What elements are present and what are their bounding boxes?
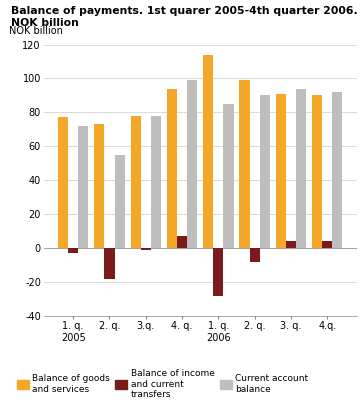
Bar xyxy=(94,124,104,248)
Bar xyxy=(151,116,161,248)
Bar xyxy=(286,241,296,248)
Bar xyxy=(68,248,78,253)
Bar xyxy=(312,96,322,248)
Bar xyxy=(296,89,306,248)
Text: NOK billion: NOK billion xyxy=(11,18,79,28)
Bar xyxy=(187,80,197,248)
Bar xyxy=(240,80,250,248)
Bar xyxy=(322,241,332,248)
Text: NOK billion: NOK billion xyxy=(9,26,63,36)
Bar xyxy=(276,94,286,248)
Bar xyxy=(58,117,68,248)
Bar xyxy=(115,155,125,248)
Bar xyxy=(78,126,88,248)
Bar xyxy=(332,92,343,248)
Bar xyxy=(213,248,223,296)
Bar xyxy=(104,248,115,279)
Bar xyxy=(260,96,270,248)
Bar xyxy=(131,116,141,248)
Text: Balance of payments. 1st quarer 2005-4th quarter 2006.: Balance of payments. 1st quarer 2005-4th… xyxy=(11,6,358,16)
Bar xyxy=(167,89,177,248)
Bar xyxy=(203,55,213,248)
Bar xyxy=(177,236,187,248)
Bar xyxy=(141,248,151,250)
Bar xyxy=(223,104,234,248)
Legend: Balance of goods
and services, Balance of income
and current
transfers, Current : Balance of goods and services, Balance o… xyxy=(17,369,309,399)
Bar xyxy=(250,248,260,262)
